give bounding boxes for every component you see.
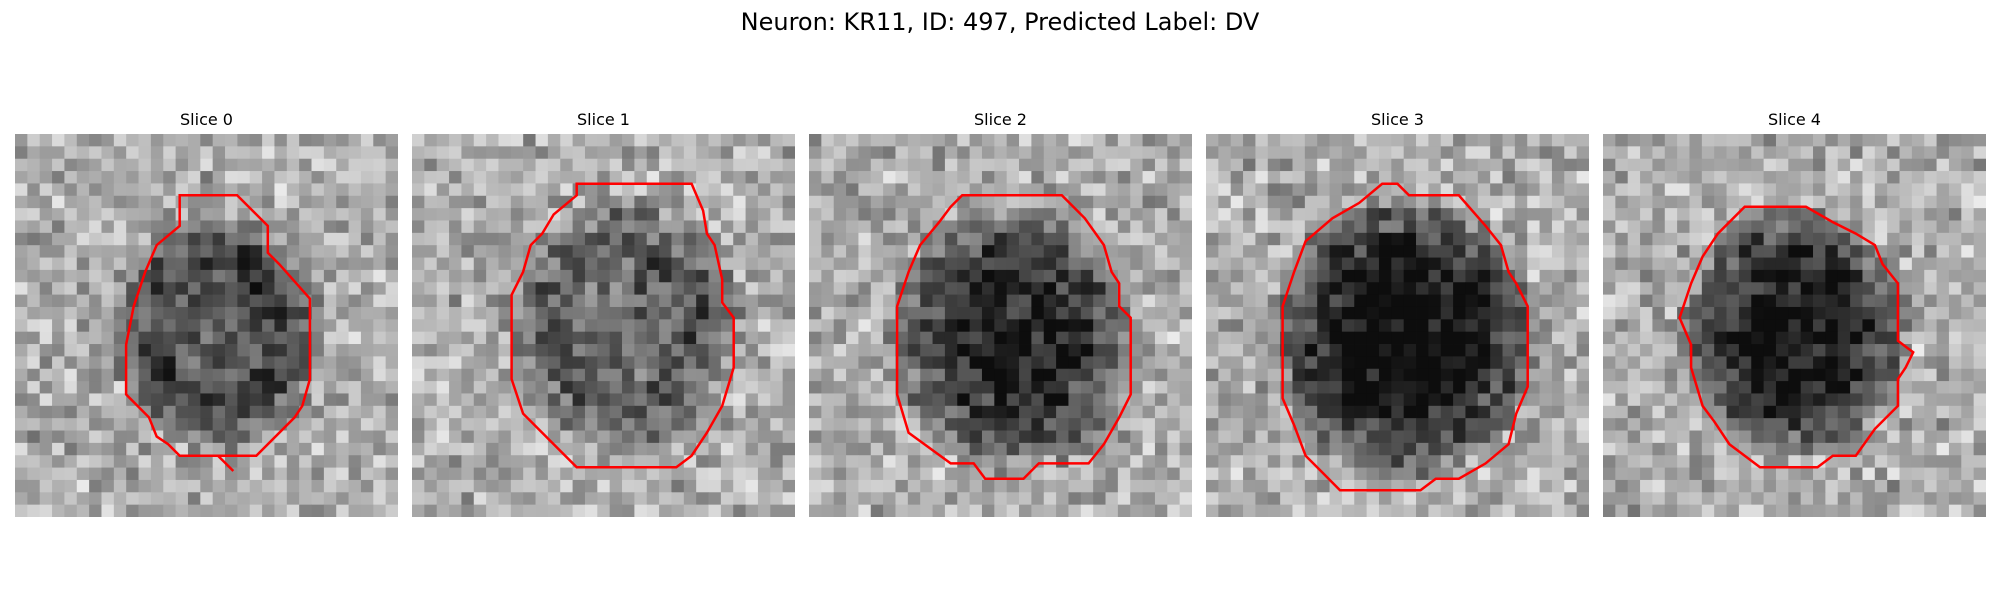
roi-contour-4 [1678,205,1915,469]
slice-panel-1: Slice 1 [412,110,795,517]
slice-image-0 [15,134,398,517]
slice-title-0: Slice 0 [180,110,233,129]
slice-image-1 [412,134,795,517]
roi-contour-0 [124,194,312,472]
slice-panel-2: Slice 2 [809,110,1192,517]
slice-panel-0: Slice 0 [15,110,398,517]
slice-title-1: Slice 1 [577,110,630,129]
slice-image-3 [1206,134,1589,517]
roi-contour-1 [510,182,735,469]
slice-panel-4: Slice 4 [1603,110,1986,517]
slice-title-4: Slice 4 [1768,110,1821,129]
slice-title-3: Slice 3 [1371,110,1424,129]
figure-title: Neuron: KR11, ID: 497, Predicted Label: … [740,8,1260,36]
slice-image-4 [1603,134,1986,517]
roi-contour-3 [1281,182,1529,492]
slice-image-2 [809,134,1192,517]
slice-title-2: Slice 2 [974,110,1027,129]
roi-contour-2 [895,194,1132,480]
slice-panel-3: Slice 3 [1206,110,1589,517]
